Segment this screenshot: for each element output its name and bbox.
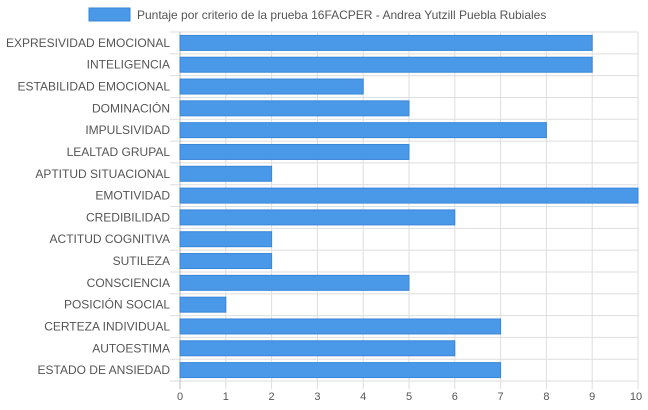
bar[interactable]	[179, 362, 502, 379]
bar[interactable]	[179, 274, 410, 291]
x-tick-label: 3	[314, 391, 320, 403]
bar[interactable]	[179, 253, 273, 270]
category-label: CERTEZA INDIVIDUAL	[44, 319, 170, 333]
bars	[179, 34, 639, 379]
x-tick-label: 8	[543, 391, 549, 403]
bar[interactable]	[179, 340, 456, 357]
bar[interactable]	[179, 296, 227, 313]
x-tick-label: 0	[177, 391, 183, 403]
category-label: INTELIGENCIA	[87, 58, 170, 72]
legend[interactable]: Puntaje por criterio de la prueba 16FACP…	[88, 7, 546, 22]
bar[interactable]	[179, 100, 410, 117]
x-tick-label: 5	[406, 391, 412, 403]
legend-label[interactable]: Puntaje por criterio de la prueba 16FACP…	[137, 8, 546, 22]
category-label: EXPRESIVIDAD EMOCIONAL	[6, 36, 170, 50]
category-label: IMPULSIVIDAD	[85, 123, 170, 137]
category-label: POSICIÓN SOCIAL	[64, 297, 170, 312]
bar[interactable]	[179, 165, 273, 182]
category-labels: EXPRESIVIDAD EMOCIONAL INTELIGENCIA ESTABI…	[6, 36, 170, 377]
x-tick-label: 4	[360, 391, 366, 403]
bar[interactable]	[179, 143, 410, 160]
category-label: APTITUD SITUACIONAL	[35, 167, 170, 181]
legend-swatch[interactable]	[88, 7, 131, 22]
bar[interactable]	[179, 187, 639, 204]
bar[interactable]	[179, 231, 273, 248]
category-label: AUTOESTIMA	[92, 341, 170, 355]
x-tick-label: 9	[589, 391, 595, 403]
bar[interactable]	[179, 78, 364, 95]
category-label: DOMINACIÓN	[92, 100, 170, 115]
x-tick-label: 6	[452, 391, 458, 403]
category-label: ESTABILIDAD EMOCIONAL	[18, 80, 171, 94]
category-label: CONSCIENCIA	[87, 276, 170, 290]
x-tick-label: 2	[269, 391, 275, 403]
category-label: EMOTIVIDAD	[95, 189, 170, 203]
x-tick-label: 1	[223, 391, 229, 403]
x-tick-label: 7	[498, 391, 504, 403]
bar[interactable]	[179, 318, 502, 335]
bar[interactable]	[179, 122, 547, 139]
bar[interactable]	[179, 56, 593, 73]
category-label: LEALTAD GRUPAL	[67, 145, 171, 159]
bar[interactable]	[179, 209, 456, 226]
x-tick-label: 10	[630, 391, 642, 403]
bar[interactable]	[179, 34, 593, 51]
category-label: SUTILEZA	[113, 254, 170, 268]
category-label: ESTADO DE ANSIEDAD	[38, 363, 171, 377]
x-axis-tick-labels: 0 1 2 3 4 5 6 7 8 9 10	[177, 391, 642, 403]
category-label: ACTITUD COGNITIVA	[50, 232, 170, 246]
category-label: CREDIBILIDAD	[86, 210, 170, 224]
